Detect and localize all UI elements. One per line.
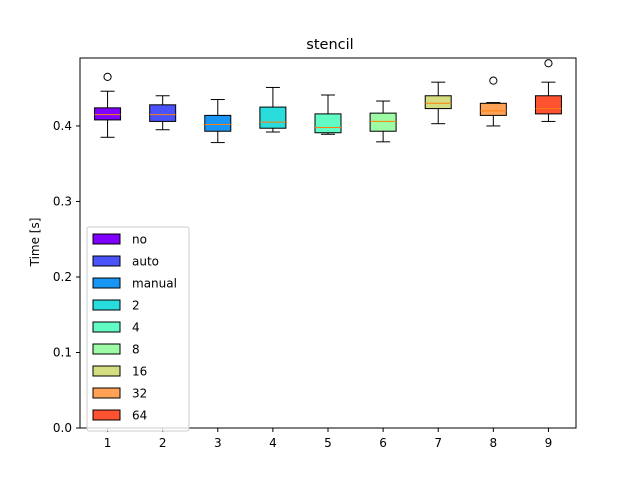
legend-swatch-2 [92, 299, 121, 311]
x-tick-label: 1 [104, 436, 112, 450]
box-no [94, 107, 122, 121]
x-tick-label: 9 [545, 436, 553, 450]
legend-label: 2 [132, 299, 140, 313]
legend-swatch-8 [92, 343, 121, 355]
x-tick-label: 2 [159, 436, 167, 450]
box-group-16 [424, 81, 452, 125]
legend-swatch-auto [92, 255, 121, 267]
legend-swatch-4 [92, 321, 121, 333]
box-group-4 [314, 94, 342, 135]
box-4 [314, 113, 342, 134]
x-tick-label: 4 [269, 436, 277, 450]
box-16 [424, 95, 452, 110]
legend-label: 64 [132, 409, 147, 423]
box-auto [149, 104, 177, 122]
box-group-no [94, 72, 122, 138]
outlier-point [544, 59, 553, 68]
x-tick-label: 7 [434, 436, 442, 450]
chart-title: stencil [306, 37, 353, 53]
box-64 [534, 95, 562, 115]
x-tick-label: 8 [490, 436, 498, 450]
box-group-64 [534, 59, 562, 122]
legend-label: manual [132, 277, 177, 291]
outlier-point [489, 76, 498, 85]
legend-label: 32 [132, 387, 147, 401]
box-manual [204, 114, 232, 132]
y-tick-label: 0.2 [53, 270, 72, 284]
legend-swatch-manual [92, 277, 121, 289]
y-tick-label: 0.0 [53, 421, 72, 435]
box-group-32 [479, 76, 507, 127]
y-tick-label: 0.3 [53, 194, 72, 208]
x-tick-label: 5 [324, 436, 332, 450]
plot-area: 1 2 3 4 5 6 7 8 9 0.0 0.1 0.2 0.3 0.4 no auto manual 2 4 8 1… [53, 57, 577, 450]
legend-swatch-no [92, 233, 121, 245]
box-group-manual [204, 99, 232, 144]
legend-label: auto [132, 255, 159, 269]
legend-label: 8 [132, 343, 140, 357]
box-group-auto [149, 95, 177, 131]
box-group-2 [259, 86, 287, 133]
legend: no auto manual 2 4 8 16 32 64 [86, 226, 190, 432]
legend-label: 4 [132, 321, 140, 335]
outlier-point [103, 72, 112, 81]
legend-swatch-32 [92, 387, 121, 399]
legend-label: 16 [132, 365, 147, 379]
box-group-8 [369, 100, 397, 143]
y-axis-label: Time [s] [28, 218, 42, 268]
legend-swatch-64 [92, 409, 121, 421]
x-tick-label: 6 [379, 436, 387, 450]
box-2 [259, 106, 287, 129]
legend-swatch-16 [92, 365, 121, 377]
legend-label: no [132, 233, 147, 247]
box-8 [369, 112, 397, 132]
y-tick-label: 0.4 [53, 119, 72, 133]
y-tick-label: 0.1 [53, 345, 72, 359]
box-32 [479, 102, 507, 116]
x-tick-label: 3 [214, 436, 222, 450]
